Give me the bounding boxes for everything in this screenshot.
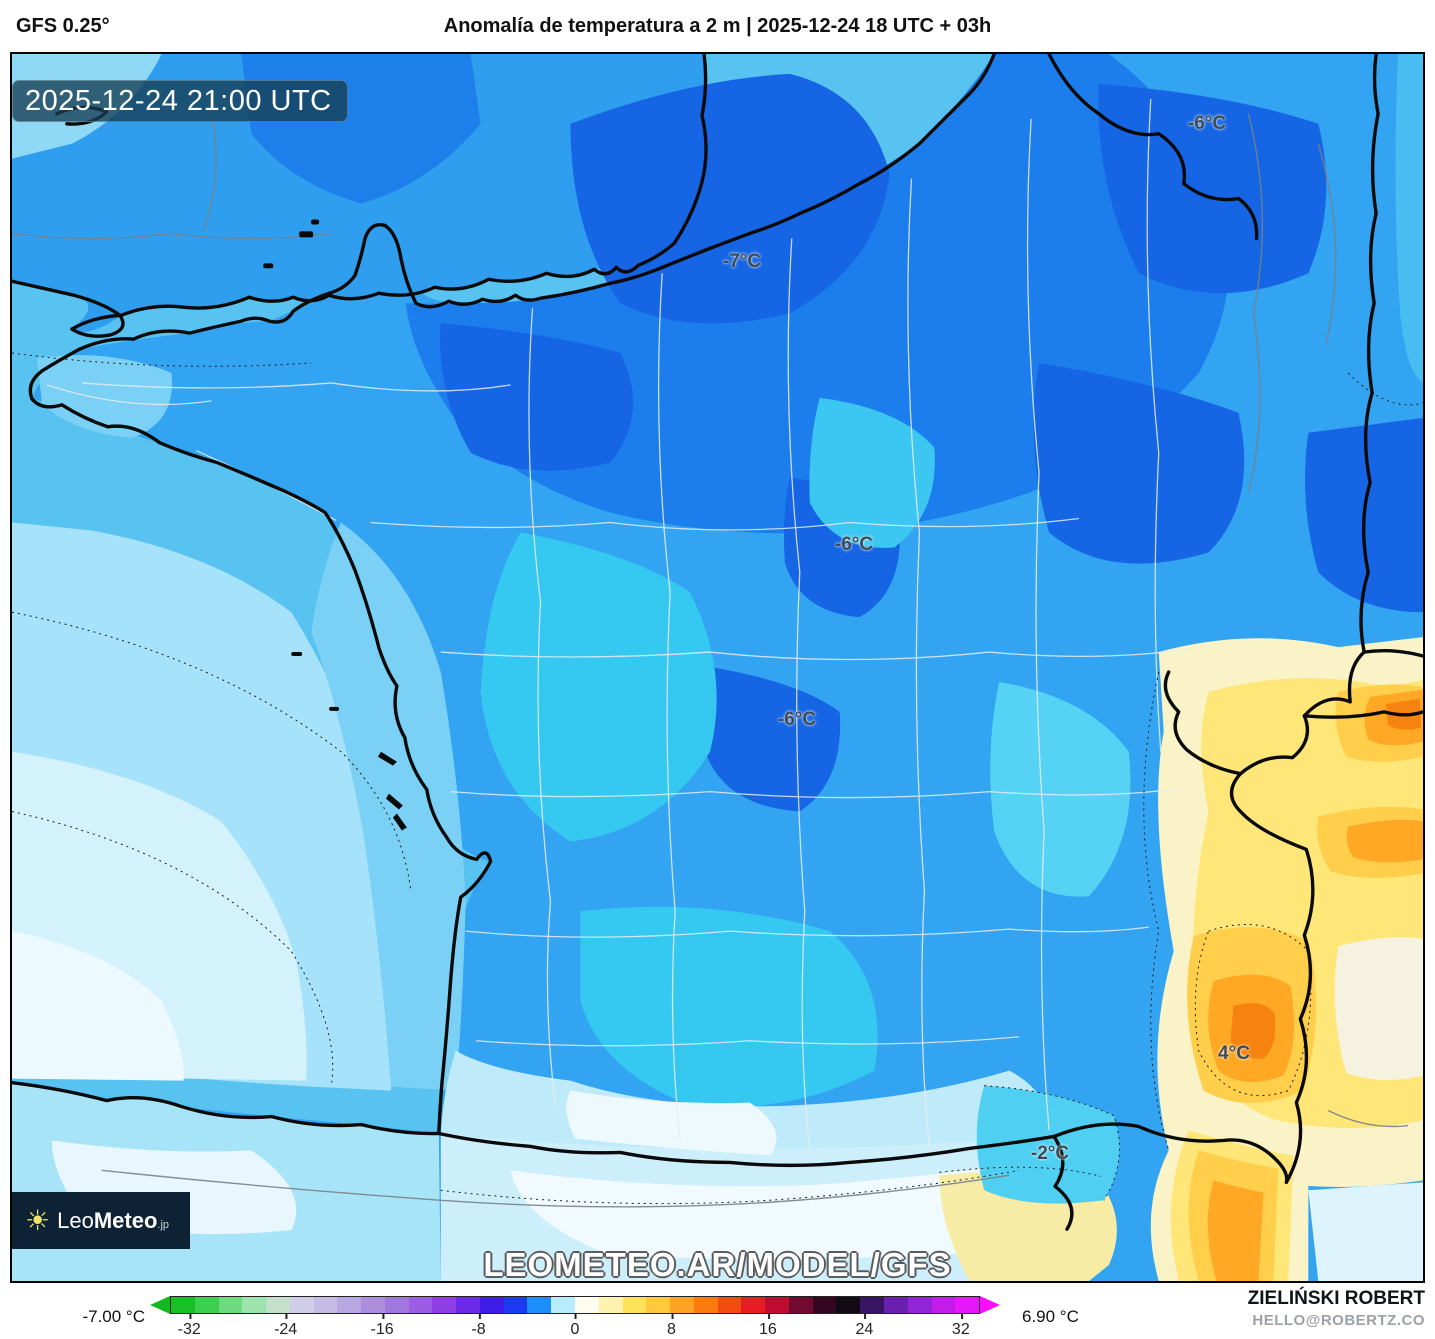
sea-layer [12, 54, 995, 1134]
colorbar-segment [907, 1297, 932, 1313]
model-label: GFS 0.25° [16, 15, 110, 37]
colorbar-tick-label: -16 [371, 1314, 394, 1339]
colorbar-tick-label: -32 [178, 1314, 201, 1339]
colorbar-segment [836, 1297, 861, 1313]
coastline-layer [12, 54, 1423, 1231]
colorbar-segment [337, 1297, 362, 1313]
islands-layer [263, 219, 407, 831]
timestamp-text: 2025-12-24 21:00 UTC [25, 84, 332, 117]
colorbar-segment [242, 1297, 267, 1313]
colorbar-segment [503, 1297, 528, 1313]
colorbar-segment [646, 1297, 671, 1313]
colorbar-segment [693, 1297, 718, 1313]
colorbar-arrow-right [980, 1296, 1000, 1314]
map-temperature-label: -6°C [777, 709, 817, 730]
map-svg [12, 54, 1423, 1281]
colorbar-segment [313, 1297, 338, 1313]
colorbar-min-value: -7.00 °C [82, 1307, 145, 1326]
map-temperature-label: -7°C [722, 251, 762, 272]
colorbar-segment [266, 1297, 290, 1313]
department-borders-layer [46, 98, 1189, 1151]
credit-contact: HELLO@ROBERTZ.CO [1252, 1312, 1425, 1329]
land-shading-layer [12, 54, 1423, 1281]
colorbar-tick-label: 16 [759, 1314, 777, 1339]
map-temperature-label: -6°C [1187, 113, 1227, 134]
map-temperature-label: -6°C [834, 534, 874, 555]
colorbar-segment [384, 1297, 409, 1313]
logo-tld: .jp [157, 1218, 170, 1231]
colorbar-segment [765, 1297, 789, 1313]
colorbar-segment [812, 1297, 837, 1313]
map-temperature-label: -2°C [1030, 1143, 1070, 1164]
colorbar-segment [741, 1297, 766, 1313]
colorbar-segment [432, 1297, 457, 1313]
sun-icon: ☀ [25, 1204, 51, 1236]
colorbar-tick-label: 32 [952, 1314, 970, 1339]
colorbar-max-value: 6.90 °C [1022, 1307, 1079, 1326]
colorbar-segment [218, 1297, 243, 1313]
colorbar-segment [361, 1297, 385, 1313]
timestamp-badge: 2025-12-24 21:00 UTC [12, 80, 348, 122]
colorbar-segment [479, 1297, 504, 1313]
colorbar-segment [575, 1297, 599, 1313]
colorbar-segment [408, 1297, 433, 1313]
colorbar-segment [289, 1297, 314, 1313]
colorbar-arrow-left [150, 1296, 170, 1314]
colorbar-body [170, 1296, 980, 1314]
watermark: LEOMETEO.AR/MODEL/GFS [483, 1246, 952, 1283]
neighbour-borders-layer [12, 113, 1409, 1208]
logo-text-light: Leo [57, 1207, 94, 1233]
credit-name: ZIELIŃSKI ROBERT [1247, 1288, 1425, 1309]
colorbar-segment [788, 1297, 813, 1313]
colorbar-segment [527, 1297, 552, 1313]
map-temperature-label: 4°C [1218, 1043, 1250, 1064]
colorbar-tick-label: 8 [667, 1314, 676, 1339]
header: GFS 0.25° Anomalía de temperatura a 2 m … [0, 0, 1435, 52]
colorbar-segment [456, 1297, 480, 1313]
colorbar-segment [171, 1297, 195, 1313]
colorbar-segment [931, 1297, 956, 1313]
contour-dashed-layer [12, 352, 1423, 1205]
colorbar-segment [598, 1297, 623, 1313]
logo-text-bold: Meteo [93, 1207, 158, 1233]
colorbar-segment [883, 1297, 908, 1313]
colorbar-segment [551, 1297, 576, 1313]
colorbar-tick-label: 24 [855, 1314, 873, 1339]
colorbar [150, 1296, 1000, 1314]
colorbar-segment [955, 1297, 980, 1313]
leometeo-logo: ☀ LeoMeteo.jp [12, 1192, 190, 1249]
colorbar-segment [622, 1297, 647, 1313]
colorbar-tick-label: -24 [274, 1314, 297, 1339]
colorbar-segment [717, 1297, 742, 1313]
colorbar-tick-label: -8 [471, 1314, 486, 1339]
logo-text: LeoMeteo.jp [57, 1208, 169, 1234]
page-title: Anomalía de temperatura a 2 m | 2025-12-… [443, 15, 992, 37]
colorbar-ticks: -32 -24 -16 -8 0 8 16 24 32 [150, 1314, 1000, 1338]
colorbar-segment [860, 1297, 884, 1313]
colorbar-segment [670, 1297, 694, 1313]
colorbar-segment [194, 1297, 219, 1313]
map-canvas: 2025-12-24 21:00 UTC -7°C -6°C -6°C -6°C 4°C… [10, 52, 1425, 1283]
colorbar-tick-label: 0 [571, 1314, 579, 1339]
